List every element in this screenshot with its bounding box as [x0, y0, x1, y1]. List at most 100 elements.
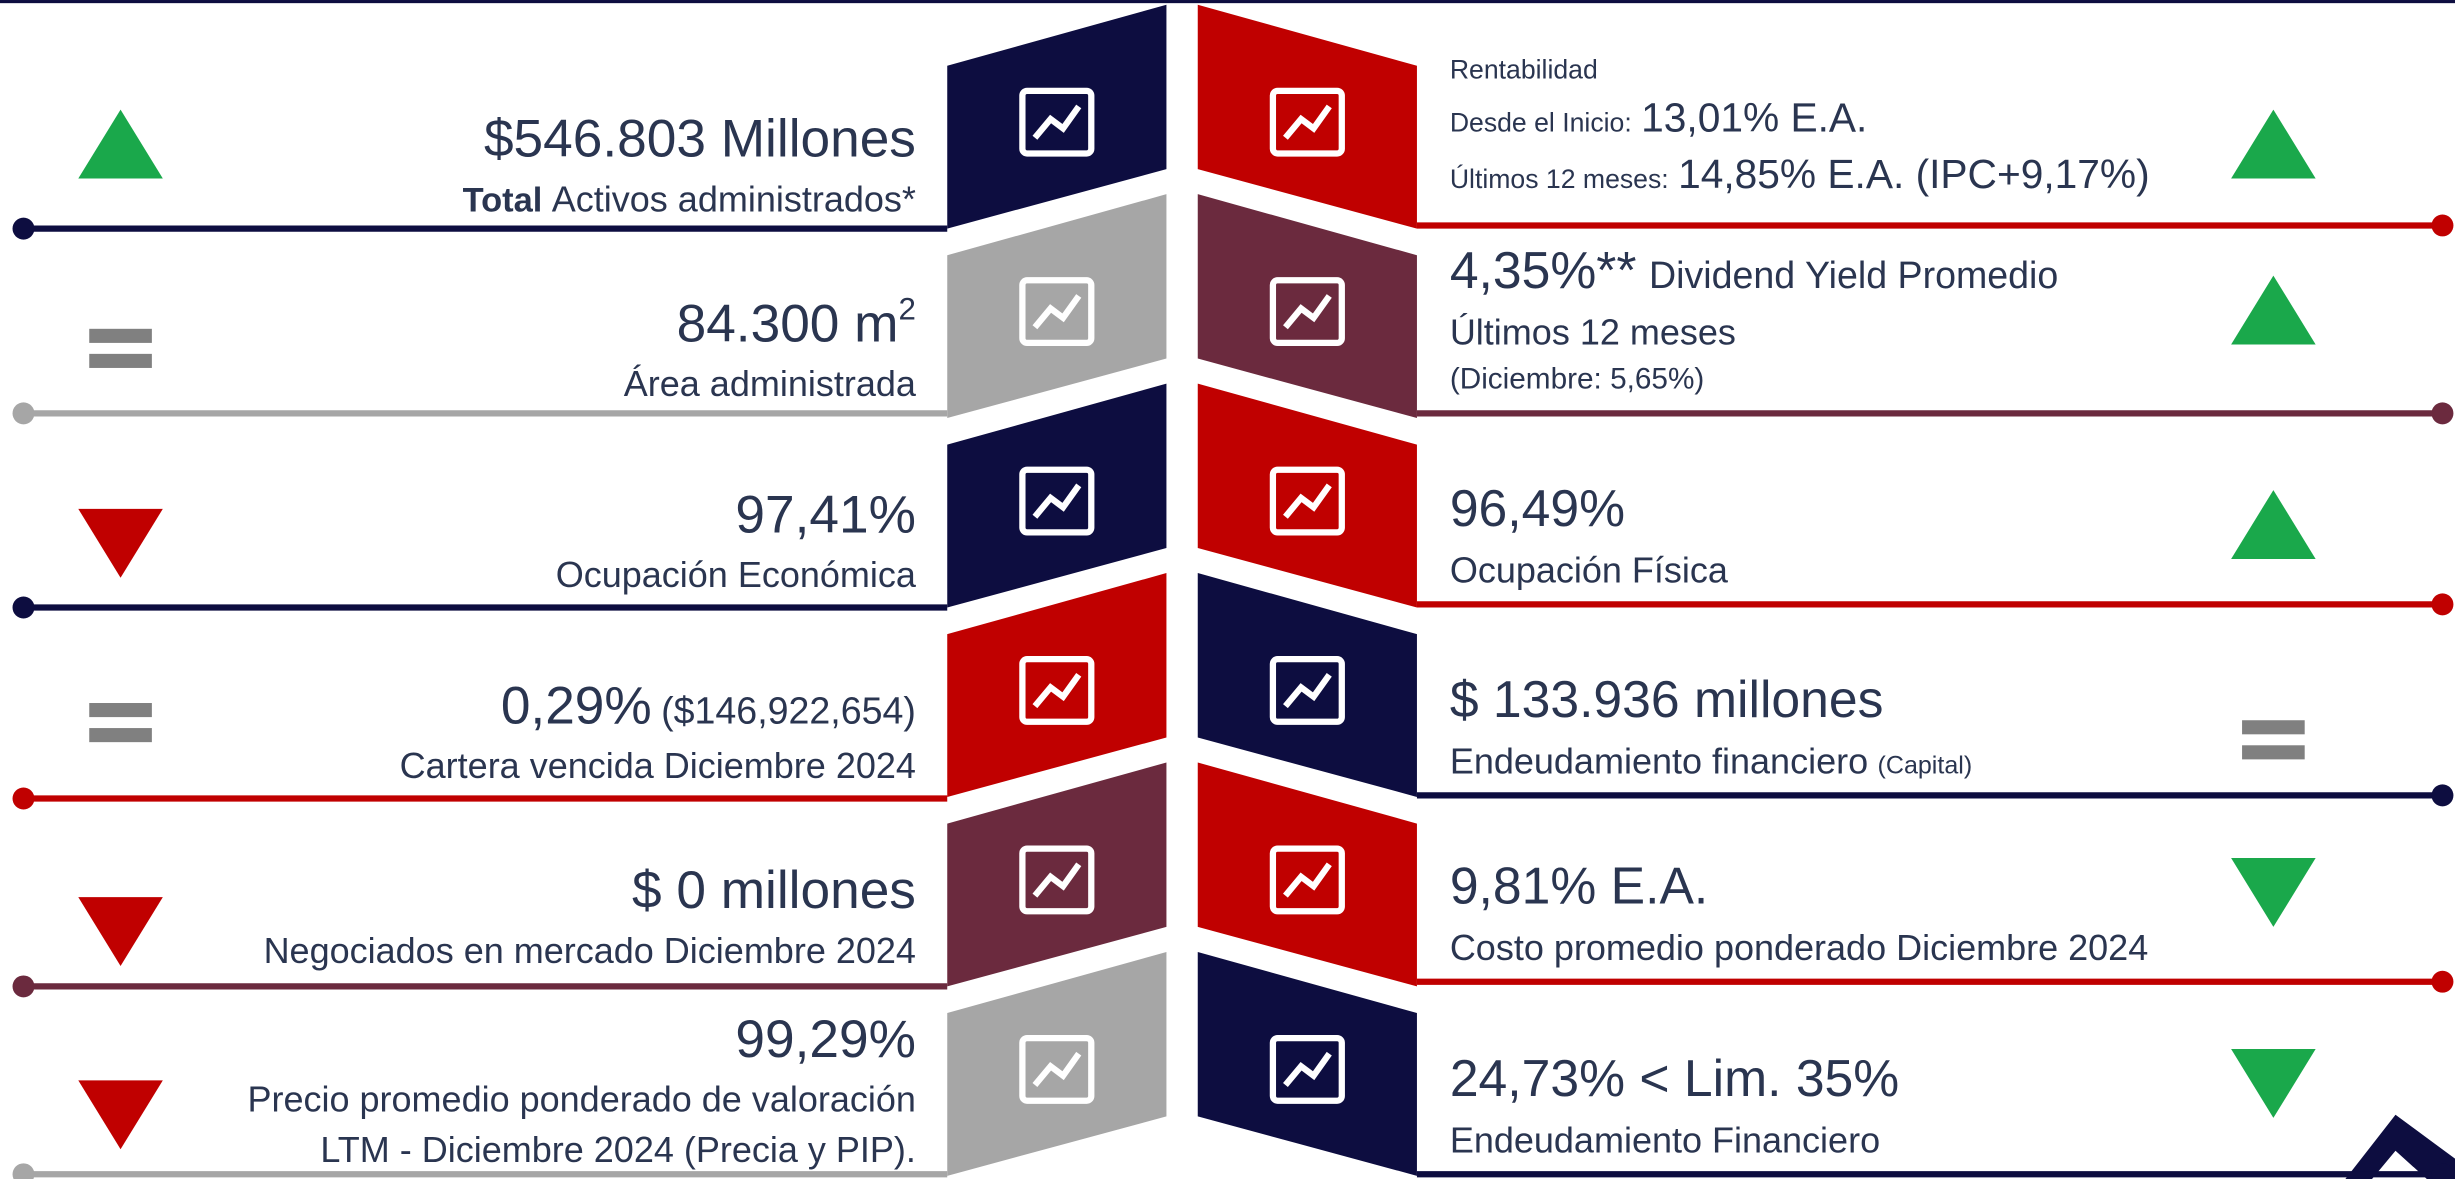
label: Precio promedio ponderado de valoración: [247, 1079, 915, 1120]
row-dot: [12, 596, 35, 619]
label-text: Costo promedio ponderado Diciembre 2024: [1450, 927, 2148, 968]
icon: [1032, 862, 1082, 898]
value: $ 133.936 millones: [1450, 670, 1884, 728]
rent-line: Últimos 12 meses: 14,85% E.A. (IPC+9,17%): [1450, 151, 2150, 197]
tile: [947, 194, 1167, 419]
icon: [1283, 673, 1332, 709]
tile: [947, 762, 1167, 987]
icon: [1269, 277, 1345, 347]
label-text: Endeudamiento Financiero: [1450, 1119, 1880, 1160]
icon: [1283, 483, 1332, 519]
value: 9,81% E.A.: [1450, 856, 1708, 914]
row-dot: [2431, 214, 2454, 237]
icon: [1283, 104, 1332, 140]
icon: [1283, 862, 1332, 898]
rent-value: 14,85% E.A. (IPC+9,17%): [1678, 151, 2150, 197]
icon: [1019, 466, 1095, 536]
label: Cartera vencida Diciembre 2024: [400, 745, 916, 786]
label-bold: Total: [463, 181, 543, 219]
label: Negociados en mercado Diciembre 2024: [264, 930, 916, 971]
row-dot: [2431, 784, 2454, 807]
label-note: (Capital): [1878, 751, 1973, 779]
value-text: $ 0 millones: [632, 861, 916, 920]
tile: [947, 951, 1167, 1176]
tile: [947, 383, 1167, 608]
label-text: Precio promedio ponderado de valoración: [247, 1079, 915, 1120]
icon: [1032, 483, 1082, 519]
row-dot: [12, 402, 35, 425]
label-text: Ocupación Económica: [556, 554, 917, 595]
rent-label: Últimos 12 meses:: [1450, 164, 1669, 194]
label: Ocupación Económica: [556, 554, 917, 595]
rent-line: Desde el Inicio: 13,01% E.A.: [1450, 95, 1868, 141]
trend-equal: [2242, 720, 2305, 735]
icon: [1032, 1051, 1082, 1088]
icon: [1019, 277, 1095, 347]
trend-equal: [89, 728, 152, 743]
label: Ocupación Física: [1450, 549, 1729, 590]
value-text: 97,41%: [735, 485, 916, 544]
label: Endeudamiento Financiero: [1450, 1119, 1880, 1160]
rent-value: 13,01% E.A.: [1641, 95, 1867, 141]
value: 97,41%: [735, 485, 916, 544]
trend-equal: [89, 703, 152, 718]
trend-down: [2231, 1049, 2316, 1118]
row-dot: [2431, 1163, 2454, 1179]
value-text: $ 133.936 millones: [1450, 670, 1884, 728]
icon: [1269, 466, 1345, 536]
tile: [1197, 194, 1417, 419]
label-text: Cartera vencida Diciembre 2024: [400, 745, 916, 786]
icon: [1032, 294, 1082, 330]
row-dot: [12, 217, 35, 240]
value: 84.300 m2: [677, 291, 916, 353]
rent-label: Desde el Inicio:: [1450, 108, 1632, 138]
icon: [1032, 673, 1082, 709]
icon: [1032, 104, 1082, 140]
trend-down: [78, 897, 163, 967]
tile: [1197, 951, 1417, 1176]
label-text: Negociados en mercado Diciembre 2024: [264, 930, 916, 971]
value: 24,73% < Lim. 35%: [1450, 1049, 1899, 1107]
value-text: 9,81% E.A.: [1450, 856, 1708, 914]
trend-down: [2231, 858, 2316, 927]
trend-down: [78, 508, 163, 578]
label-text: Dividend Yield Promedio: [1649, 254, 2058, 296]
trend-equal: [2242, 745, 2305, 760]
value: $ 0 millones: [632, 861, 916, 920]
label-text: Endeudamiento financiero: [1450, 740, 1868, 781]
value-text: 4,35%**: [1450, 241, 1637, 299]
icon: [1269, 656, 1345, 725]
tile: [947, 573, 1167, 797]
value-note: ($146,922,654): [661, 689, 916, 731]
label: Área administrada: [624, 363, 917, 404]
value-text: 99,29%: [735, 1010, 916, 1069]
value-text: 24,73% < Lim. 35%: [1450, 1049, 1899, 1107]
icon: [1283, 294, 1332, 330]
label-line3: (Diciembre: 5,65%): [1450, 362, 1704, 395]
icon: [1269, 1034, 1345, 1104]
label: Costo promedio ponderado Diciembre 2024: [1450, 927, 2148, 968]
label-text: Área administrada: [624, 363, 917, 404]
row-dot: [12, 1163, 35, 1179]
value: 0,29% ($146,922,654): [501, 676, 916, 735]
label-text: Activos administrados*: [552, 178, 916, 219]
trend-up: [78, 109, 163, 179]
label-line2: LTM - Diciembre 2024 (Precia y PIP).: [320, 1129, 916, 1170]
value-text: 0,29%: [501, 676, 652, 735]
top-border: [0, 0, 2455, 4]
icon: [1019, 87, 1095, 157]
icon: [1269, 845, 1345, 915]
tile: [1197, 4, 1417, 229]
tile: [1197, 383, 1417, 608]
logo: [2345, 1114, 2455, 1179]
icon: [1019, 656, 1095, 725]
icon: [1019, 845, 1095, 915]
label: Endeudamiento financiero (Capital): [1450, 740, 1972, 781]
value: 96,49%: [1450, 479, 1625, 537]
value-text: 84.300 m: [677, 294, 899, 353]
value: 99,29%: [735, 1010, 916, 1069]
trend-equal: [89, 328, 152, 343]
row-dot: [12, 787, 35, 810]
row-dot: [12, 975, 35, 998]
